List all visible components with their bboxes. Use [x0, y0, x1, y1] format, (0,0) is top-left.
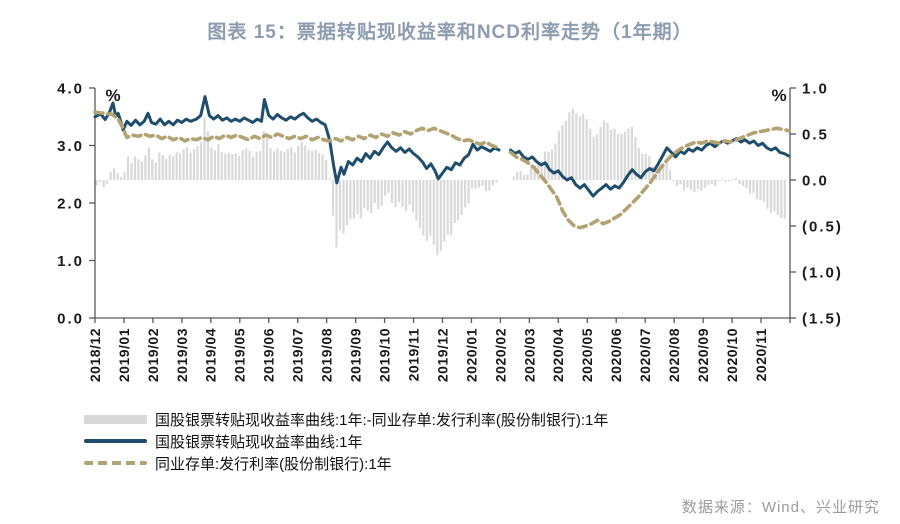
x-axis-label: 2019/04	[203, 328, 219, 382]
x-axis-label: 2020/02	[492, 328, 508, 382]
chart-legend: 国股银票转贴现收益率曲线:1年:-同业存单:发行利率(股份制银行):1年 国股银…	[84, 408, 608, 474]
ncd-rate-line	[93, 110, 791, 230]
spread-bars-series	[95, 108, 786, 256]
right-axis-label: 1.0	[802, 81, 829, 98]
left-axis-ticks: 4.0 3.0 2.0 1.0 0.0%	[57, 81, 120, 328]
bill-yield-line	[93, 95, 791, 198]
right-axis-ticks: 1.0 0.5 0.0 (0.5) (1.0) (1.5)%	[771, 81, 843, 328]
legend-label-bill-yield: 国股银票转贴现收益率曲线:1年	[155, 433, 363, 451]
legend-label-spread: 国股银票转贴现收益率曲线:1年:-同业存单:发行利率(股份制银行):1年	[155, 411, 609, 429]
x-axis-label: 2019/11	[405, 328, 421, 381]
x-axis-label: 2020/07	[637, 328, 653, 382]
x-axis-label: 2020/08	[666, 328, 682, 382]
x-axis-label: 2019/02	[145, 328, 161, 382]
right-axis-label: (1.0)	[802, 265, 843, 282]
right-axis-label: (1.5)	[802, 311, 843, 328]
dashed-line-swatch-icon	[84, 461, 147, 465]
right-axis-label: (0.5)	[802, 219, 843, 236]
x-axis-label: 2019/08	[319, 328, 335, 382]
solid-line-swatch-icon	[84, 439, 147, 443]
x-axis-label: 2019/01	[116, 328, 132, 382]
right-axis-label: 0.0	[802, 173, 829, 190]
x-axis-label: 2019/05	[232, 328, 248, 382]
axes	[94, 88, 791, 319]
x-axis-label: 2019/06	[261, 328, 277, 382]
legend-label-ncd-rate: 同业存单:发行利率(股份制银行):1年	[155, 455, 392, 473]
legend-item-spread: 国股银票转贴现收益率曲线:1年:-同业存单:发行利率(股份制银行):1年	[84, 408, 608, 430]
x-axis-label: 2020/06	[608, 328, 624, 382]
x-axis-label: 2019/07	[290, 328, 306, 382]
x-axis-label: 2019/10	[376, 328, 392, 382]
x-axis-label: 2019/12	[434, 328, 450, 382]
left-axis-label: 4.0	[57, 81, 84, 98]
x-axis-label: 2019/09	[348, 328, 364, 382]
x-axis-label: 2020/11	[753, 328, 769, 381]
left-axis-unit: %	[105, 86, 120, 105]
x-axis-label: 2018/12	[87, 328, 103, 382]
right-axis-label: 0.5	[802, 127, 829, 144]
left-axis-label: 2.0	[57, 196, 84, 213]
x-axis-ticks: 2018/12 2019/01 2019/02 2019/03 2019/04 2019/…	[87, 318, 791, 382]
right-axis-unit: %	[771, 86, 786, 105]
legend-item-ncd-rate: 同业存单:发行利率(股份制银行):1年	[84, 452, 608, 474]
data-source-note: 数据来源：Wind、兴业研究	[681, 499, 880, 516]
x-axis-label: 2020/01	[463, 328, 479, 382]
x-axis-label: 2020/09	[695, 328, 711, 382]
left-axis-label: 1.0	[57, 253, 84, 270]
legend-item-bill-yield: 国股银票转贴现收益率曲线:1年	[84, 430, 608, 452]
bar-swatch-icon	[84, 414, 147, 424]
left-axis-label: 3.0	[57, 138, 84, 155]
x-axis-label: 2020/03	[521, 328, 537, 382]
x-axis-label: 2020/05	[579, 328, 595, 382]
x-axis-label: 2020/04	[550, 328, 566, 382]
x-axis-label: 2020/10	[724, 328, 740, 382]
x-axis-label: 2019/03	[174, 328, 190, 382]
left-axis-label: 0.0	[57, 311, 84, 328]
chart-title: 图表 15：票据转贴现收益率和NCD利率走势（1年期）	[207, 22, 693, 43]
